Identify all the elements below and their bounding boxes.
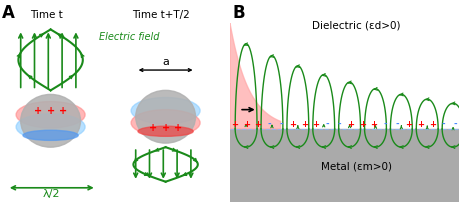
Text: Electric field: Electric field	[98, 32, 159, 42]
Bar	[230, 129, 459, 202]
Ellipse shape	[138, 126, 193, 137]
Text: +: +	[230, 119, 238, 128]
Ellipse shape	[131, 110, 200, 136]
Text: +: +	[347, 119, 353, 128]
Text: +: +	[404, 119, 412, 128]
Text: -: -	[325, 119, 329, 128]
Text: -: -	[395, 119, 398, 128]
Circle shape	[135, 91, 195, 143]
Text: +: +	[161, 123, 169, 133]
Text: +: +	[174, 123, 182, 133]
Text: a: a	[162, 57, 168, 67]
Text: +: +	[34, 106, 42, 116]
Ellipse shape	[16, 114, 85, 140]
Ellipse shape	[23, 130, 78, 141]
Text: -: -	[383, 119, 386, 128]
Polygon shape	[230, 24, 280, 129]
Text: +: +	[46, 106, 55, 116]
Text: -: -	[279, 119, 282, 128]
Ellipse shape	[16, 102, 85, 128]
Text: λ/2: λ/2	[43, 188, 61, 198]
Text: +: +	[428, 119, 435, 128]
Circle shape	[21, 95, 80, 147]
Text: Metal (εm>0): Metal (εm>0)	[320, 161, 391, 171]
Text: +: +	[242, 119, 249, 128]
Text: B: B	[232, 4, 244, 22]
Text: Time t+T/2: Time t+T/2	[132, 10, 190, 20]
Text: -: -	[336, 119, 340, 128]
Text: Dielectric (εd>0): Dielectric (εd>0)	[312, 20, 400, 30]
Text: +: +	[289, 119, 296, 128]
Text: +: +	[254, 119, 261, 128]
Text: +: +	[416, 119, 423, 128]
Ellipse shape	[131, 98, 200, 124]
Text: -: -	[453, 119, 456, 128]
Text: -: -	[441, 119, 445, 128]
Text: -: -	[267, 119, 271, 128]
Text: +: +	[59, 106, 67, 116]
Text: +: +	[300, 119, 307, 128]
Text: +: +	[149, 123, 157, 133]
Text: Time t: Time t	[29, 10, 62, 20]
Text: A: A	[2, 4, 15, 22]
Text: +: +	[312, 119, 319, 128]
Text: +: +	[358, 119, 365, 128]
Text: +: +	[370, 119, 377, 128]
